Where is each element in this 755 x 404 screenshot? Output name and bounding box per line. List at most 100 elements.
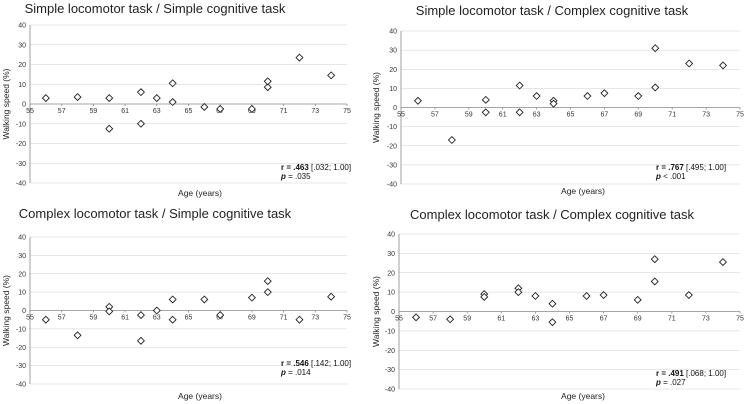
correlation-stat: r = .546 [.142; 1.00] xyxy=(281,359,351,368)
data-point xyxy=(514,288,523,297)
x-tick-label: 55 xyxy=(26,315,34,322)
x-tick-label: 65 xyxy=(566,316,574,323)
data-point xyxy=(327,292,336,301)
y-tick-label: 20 xyxy=(18,62,26,69)
y-axis-label: Walking speed (%) xyxy=(1,68,11,139)
y-tick-label: -40 xyxy=(387,182,397,189)
x-tick-label: 65 xyxy=(185,108,193,115)
x-tick-label: 69 xyxy=(634,316,642,323)
data-point xyxy=(247,293,256,302)
data-point xyxy=(263,83,272,92)
x-tick-label: 57 xyxy=(431,112,439,119)
correlation-stat: r = .463 [.032; 1.00] xyxy=(281,163,351,172)
y-tick-label: 10 xyxy=(18,290,26,297)
y-tick-label: 10 xyxy=(389,86,397,93)
data-point xyxy=(136,119,145,128)
y-tick-label: 30 xyxy=(18,253,26,260)
data-point xyxy=(168,295,177,304)
y-tick-label: 30 xyxy=(18,42,26,49)
x-tick-label: 65 xyxy=(567,112,575,119)
data-point xyxy=(634,91,643,101)
chart-title: Simple locomotor task / Complex cognitiv… xyxy=(416,3,689,18)
data-point xyxy=(650,255,659,264)
p-value: p = .035 xyxy=(280,172,311,181)
y-tick-label: 10 xyxy=(387,290,395,297)
p-value: p < .001 xyxy=(655,172,686,181)
x-axis-label: Age (years) xyxy=(178,188,222,198)
x-tick-label: 57 xyxy=(429,316,437,323)
x-tick-label: 59 xyxy=(90,108,98,115)
x-tick-label: 75 xyxy=(343,108,351,115)
data-point xyxy=(685,59,694,68)
data-point xyxy=(41,315,50,324)
data-point xyxy=(515,108,524,117)
data-point xyxy=(136,88,145,97)
data-point xyxy=(168,315,177,324)
chart-panel-1: Simple locomotor task / Simple cognitive… xyxy=(1,1,351,198)
data-point xyxy=(295,53,304,62)
data-point xyxy=(247,104,256,113)
x-tick-label: 61 xyxy=(499,112,507,119)
chart-title: Complex locomotor task / Complex cogniti… xyxy=(410,207,694,222)
x-tick-label: 73 xyxy=(702,112,710,119)
y-tick-label: -40 xyxy=(16,382,26,389)
data-point xyxy=(200,295,209,304)
y-tick-label: -20 xyxy=(16,141,26,148)
p-symbol: p xyxy=(280,368,286,377)
x-tick-label: 71 xyxy=(668,112,676,119)
p-symbol: p xyxy=(655,378,661,387)
data-point xyxy=(41,94,50,103)
x-tick-label: 71 xyxy=(280,108,288,115)
x-tick-label: 71 xyxy=(668,316,676,323)
y-tick-label: -30 xyxy=(16,363,26,370)
x-tick-label: 69 xyxy=(248,315,256,322)
y-tick-label: -10 xyxy=(16,121,26,128)
x-tick-label: 61 xyxy=(121,108,129,115)
data-point xyxy=(216,311,225,320)
data-point xyxy=(549,99,558,108)
data-point xyxy=(105,94,114,103)
y-axis-label: Walking speed (%) xyxy=(1,275,11,346)
y-tick-label: -10 xyxy=(387,124,397,131)
data-point xyxy=(412,313,421,322)
x-tick-label: 67 xyxy=(601,112,609,119)
data-point xyxy=(719,61,728,70)
x-tick-label: 57 xyxy=(58,315,66,322)
y-tick-label: -10 xyxy=(16,326,26,333)
r-value: r = .463 xyxy=(281,163,309,172)
y-tick-label: 30 xyxy=(389,48,397,55)
y-tick-label: 20 xyxy=(387,270,395,277)
x-tick-label: 75 xyxy=(343,315,351,322)
data-point xyxy=(481,95,490,104)
x-tick-label: 75 xyxy=(736,112,744,119)
data-point xyxy=(531,291,540,301)
y-tick-label: 20 xyxy=(18,271,26,278)
y-tick-label: -10 xyxy=(385,328,395,335)
confidence-interval: [.495; 1.00] xyxy=(684,163,726,172)
data-point xyxy=(583,91,592,101)
y-axis-label: Walking speed (%) xyxy=(371,72,381,143)
data-point xyxy=(168,79,177,88)
data-point xyxy=(168,97,177,107)
x-tick-label: 75 xyxy=(736,316,744,323)
x-tick-label: 73 xyxy=(311,108,319,115)
y-tick-label: 40 xyxy=(389,29,397,36)
chart-title: Complex locomotor task / Simple cognitiv… xyxy=(19,206,292,221)
x-tick-label: 73 xyxy=(311,315,319,322)
y-tick-label: 10 xyxy=(18,82,26,89)
y-tick-label: -40 xyxy=(385,387,395,394)
data-point xyxy=(263,77,272,86)
y-tick-label: 40 xyxy=(18,235,26,242)
y-axis-label: Walking speed (%) xyxy=(371,276,381,347)
data-point xyxy=(548,299,557,308)
data-point xyxy=(651,83,660,92)
p-symbol: p xyxy=(655,172,661,181)
x-tick-label: 63 xyxy=(153,315,161,322)
x-tick-label: 59 xyxy=(463,316,471,323)
y-tick-label: -20 xyxy=(385,348,395,355)
data-point xyxy=(515,81,524,90)
data-point xyxy=(216,104,225,113)
data-point xyxy=(582,291,591,301)
x-tick-label: 61 xyxy=(497,316,505,323)
